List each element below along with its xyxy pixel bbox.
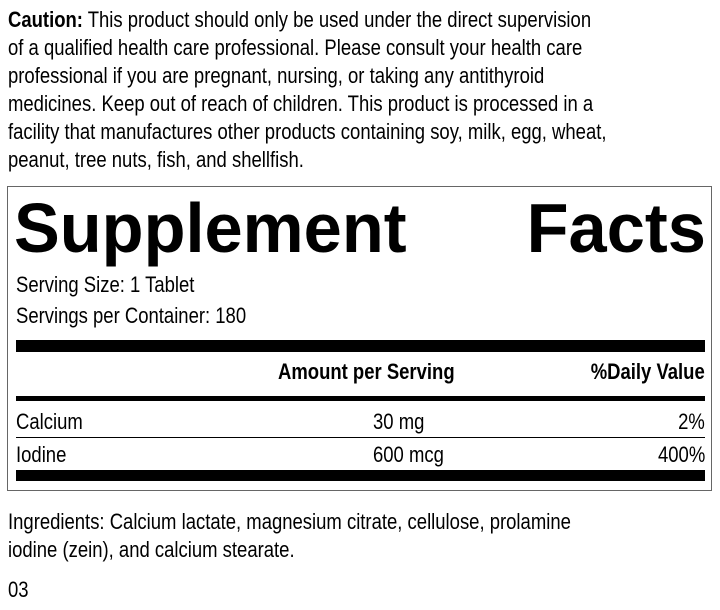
serving-size: Serving Size: 1 Tablet (16, 272, 195, 297)
nutrient-name: Calcium (16, 409, 83, 434)
nutrient-amount: 600 mcg (373, 442, 444, 467)
medium-divider (16, 396, 705, 401)
thick-divider (16, 470, 705, 481)
facts-title-right: Facts (526, 189, 706, 267)
nutrient-dv: 2% (678, 409, 705, 434)
header-amount: Amount per Serving (278, 359, 455, 384)
thin-divider (16, 437, 705, 438)
ingredients-line: iodine (zein), and calcium stearate. (8, 537, 295, 562)
nutrient-amount: 30 mg (373, 409, 425, 434)
caution-line: professional if you are pregnant, nursin… (8, 63, 545, 88)
caution-line: facility that manufactures other product… (8, 119, 607, 144)
facts-title-left: Supplement (14, 189, 407, 267)
header-daily-value: %Daily Value (590, 359, 705, 384)
ingredients-line: Ingredients: Calcium lactate, magnesium … (8, 509, 571, 534)
product-code: 03 (8, 577, 29, 602)
nutrient-dv: 400% (657, 442, 705, 467)
nutrient-name: Iodine (16, 442, 67, 467)
caution-line: peanut, tree nuts, fish, and shellfish. (8, 147, 304, 172)
servings-per-container: Servings per Container: 180 (16, 303, 247, 328)
caution-line: medicines. Keep out of reach of children… (8, 91, 594, 116)
thick-divider (16, 340, 705, 352)
caution-line: of a qualified health care professional.… (8, 35, 583, 60)
caution-label: Caution: (8, 7, 83, 32)
supplement-facts-panel (7, 186, 712, 491)
caution-line: Caution: This product should only be use… (8, 7, 592, 32)
